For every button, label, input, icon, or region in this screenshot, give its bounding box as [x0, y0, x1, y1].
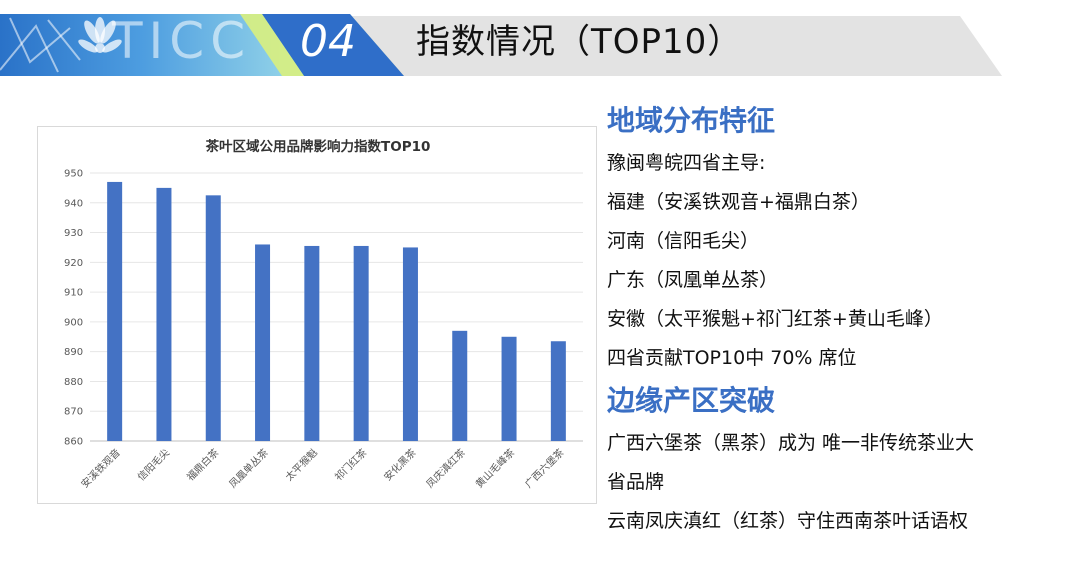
- banner-stripe: [240, 14, 304, 76]
- y-tick-label: 860: [64, 437, 83, 448]
- breakthrough-line: 省品牌: [607, 471, 665, 493]
- bar: [353, 245, 369, 441]
- bar-chart: 茶叶区域公用品牌影响力指数TOP10 860 870 880 890 900 910 920…: [64, 138, 583, 491]
- banner-number-tab: [262, 14, 404, 76]
- x-tick-label: 祁门红茶: [332, 446, 369, 483]
- bar: [452, 330, 468, 441]
- bar: [107, 181, 123, 441]
- y-axis-ticks: 860 870 880 890 900 910 920 930 940 950: [64, 169, 83, 448]
- chart-title: 茶叶区域公用品牌影响力指数TOP10: [205, 138, 431, 155]
- logo-text: TICC: [112, 12, 252, 70]
- leaf-emblem-icon: [78, 17, 122, 53]
- gridlines: [90, 172, 583, 442]
- page-title: 指数情况（TOP10）: [416, 22, 743, 62]
- y-tick-label: 940: [64, 198, 83, 209]
- x-tick-label: 太平猴魁: [282, 446, 319, 483]
- breakthrough-line: 云南凤庆滇红（红茶）守住西南茶叶话语权: [607, 510, 969, 532]
- bar: [402, 247, 418, 441]
- section-title-regional: 地域分布特征: [607, 104, 776, 137]
- y-tick-label: 930: [64, 228, 83, 239]
- bar: [255, 244, 271, 441]
- bar: [501, 336, 517, 441]
- bars: [107, 181, 566, 441]
- bar: [156, 187, 172, 441]
- regional-line: 福建（安溪铁观音+福鼎白茶）: [607, 191, 870, 213]
- banner-background: [0, 14, 1002, 76]
- banner-lines-decoration: [0, 17, 81, 73]
- section-title-breakthrough: 边缘产区突破: [607, 384, 776, 417]
- x-tick-label: 信阳毛尖: [135, 446, 172, 483]
- bar: [304, 245, 320, 441]
- x-axis-ticks: 安溪铁观音 信阳毛尖 福鼎白茶 凤凰单丛茶 太平猴魁 祁门红茶 安化黑茶 凤庆滇红茶 黄山毛峰茶…: [78, 446, 566, 491]
- regional-line: 四省贡献TOP10中 70% 席位: [607, 347, 857, 369]
- breakthrough-line: 广西六堡茶（黑茶）成为 唯一非传统茶业大: [607, 432, 975, 454]
- bar-chart-panel: 茶叶区域公用品牌影响力指数TOP10 860 870 880 890 900 910 920…: [37, 126, 597, 504]
- regional-line: 广东（凤凰单丛茶）: [607, 269, 779, 291]
- x-tick-label: 福鼎白茶: [184, 446, 221, 483]
- x-tick-label: 凤庆滇红茶: [423, 446, 468, 491]
- x-tick-label: 凤凰单丛茶: [226, 446, 271, 491]
- regional-line: 豫闽粤皖四省主导:: [607, 152, 766, 174]
- x-tick-label: 安化黑茶: [381, 446, 418, 483]
- x-tick-label: 黄山毛峰茶: [473, 446, 518, 491]
- regional-line: 河南（信阳毛尖）: [607, 230, 760, 252]
- summary-column: 地域分布特征 豫闽粤皖四省主导: 福建（安溪铁观音+福鼎白茶） 河南（信阳毛尖）…: [607, 98, 1067, 541]
- y-tick-label: 920: [64, 258, 83, 269]
- bar: [205, 195, 221, 441]
- y-tick-label: 870: [64, 407, 83, 418]
- y-tick-label: 950: [64, 169, 83, 180]
- bar: [550, 341, 566, 441]
- y-tick-label: 880: [64, 377, 83, 388]
- x-tick-label: 安溪铁观音: [78, 446, 123, 491]
- x-tick-label: 广西六堡茶: [522, 446, 567, 491]
- header-banner: TICC 04 指数情况（TOP10）: [0, 0, 1080, 80]
- regional-line: 安徽（太平猴魁+祁门红茶+黄山毛峰）: [607, 308, 943, 330]
- y-tick-label: 910: [64, 288, 83, 299]
- section-number: 04: [300, 16, 356, 67]
- y-tick-label: 900: [64, 317, 83, 328]
- y-tick-label: 890: [64, 347, 83, 358]
